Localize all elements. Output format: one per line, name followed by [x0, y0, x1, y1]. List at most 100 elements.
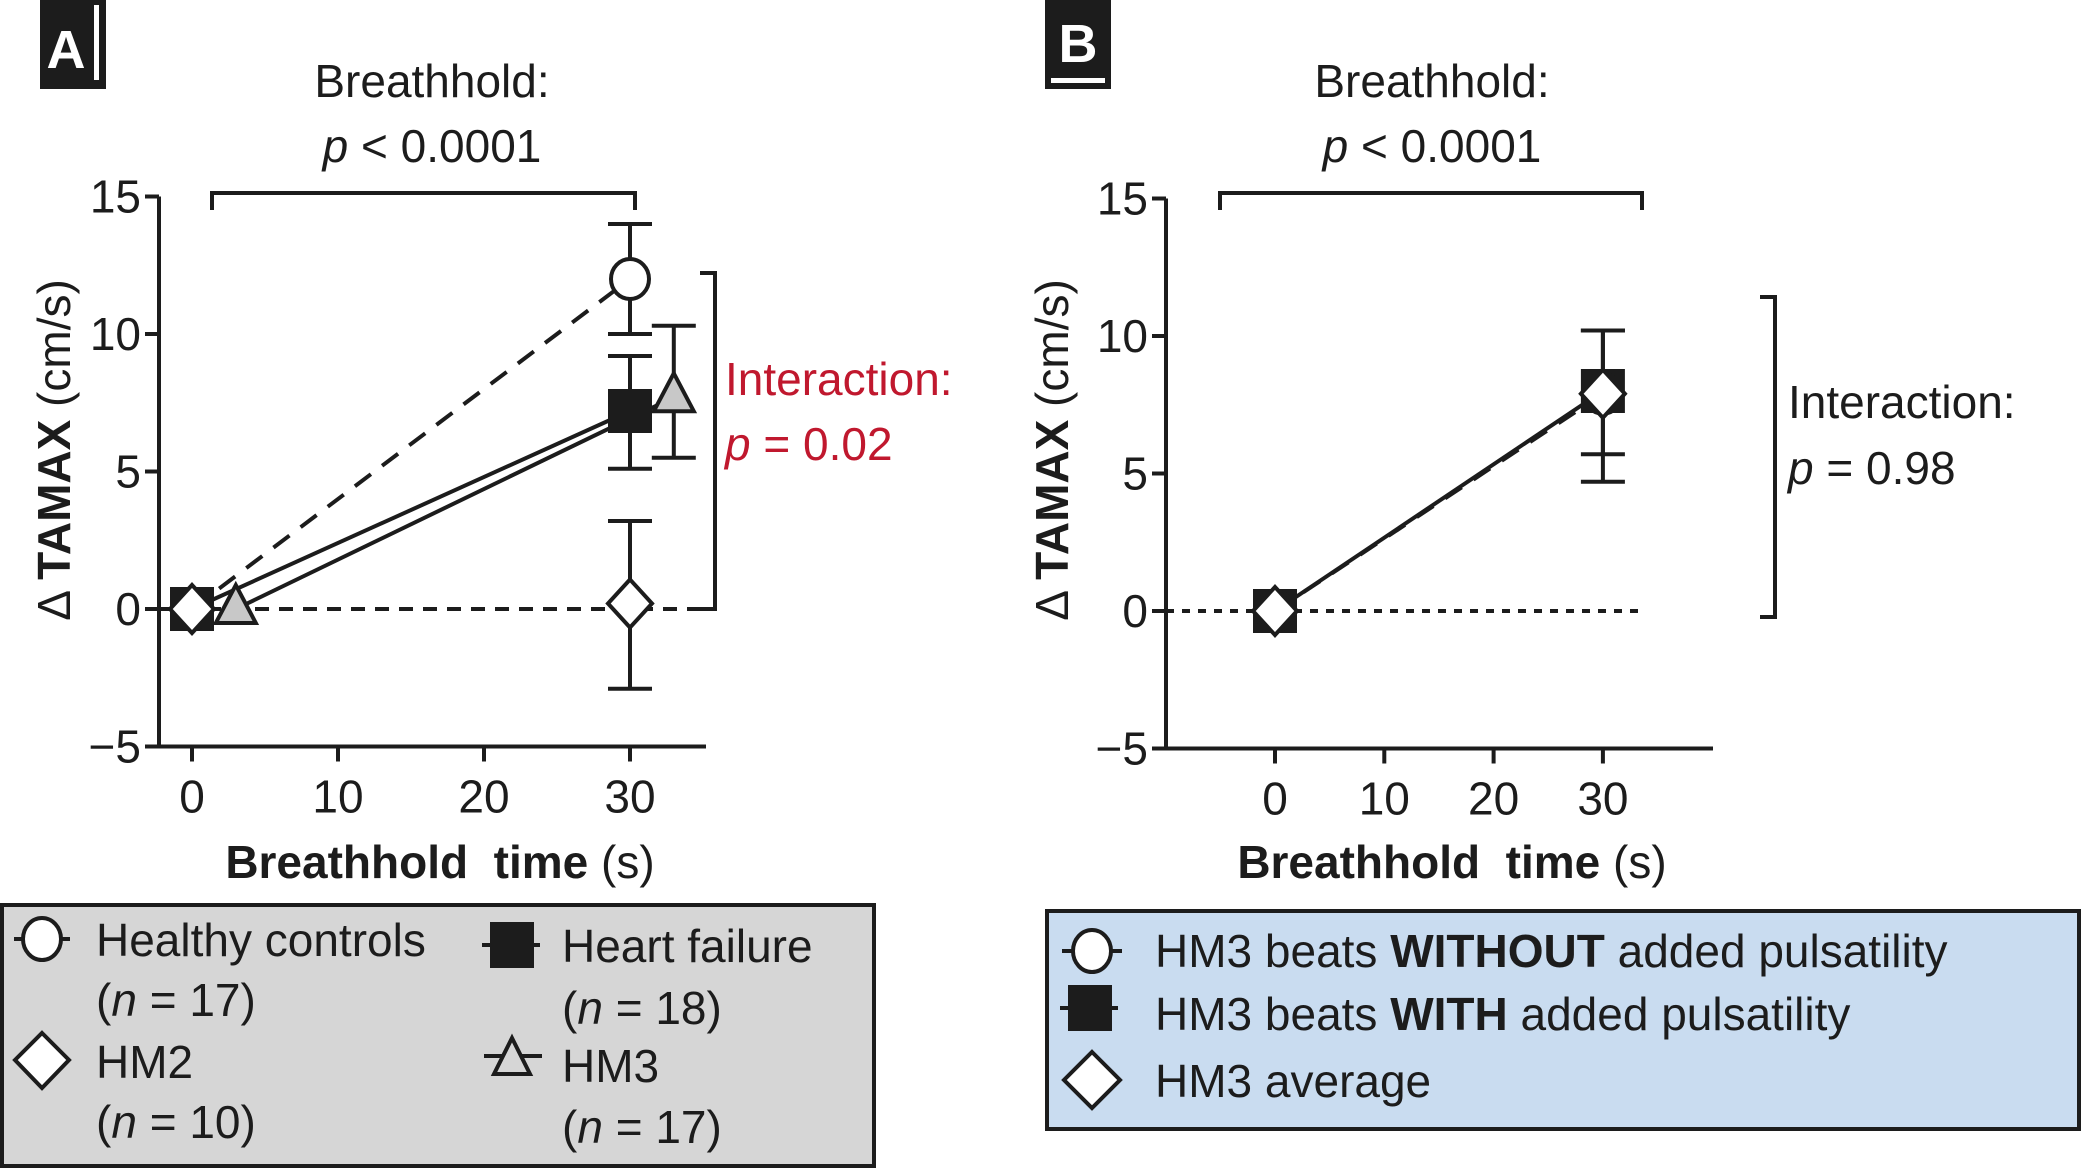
y-tick-label: −5	[89, 721, 141, 773]
legend-item-heart-failure: Heart failure (n = 18)	[482, 920, 813, 1034]
interaction-bracket-b	[1760, 295, 1777, 619]
interaction-p-a: p = 0.02	[723, 418, 893, 470]
p-var: p	[321, 120, 349, 172]
y-axis-title-b: Δ TAMAX (cm/s)	[1026, 279, 1078, 621]
interaction-p-b: p = 0.98	[1786, 442, 1956, 494]
y-axis-title-unit: (cm/s)	[28, 279, 80, 420]
y-tick-label: 0	[1122, 585, 1148, 637]
legend-label: HM3 beats WITHOUT added pulsatility	[1155, 925, 1948, 977]
legend-n: (n = 17)	[562, 1101, 722, 1153]
square-marker-icon	[1060, 985, 1118, 1031]
diamond-marker	[1250, 584, 1300, 638]
legend-n: (n = 10)	[96, 1096, 256, 1148]
triangle-marker	[212, 580, 260, 625]
label-bold: WITH	[1390, 988, 1508, 1040]
legend-item-with-pulsatility: HM3 beats WITH added pulsatility	[1060, 985, 1850, 1040]
breathhold-title-a: Breathhold:	[314, 55, 549, 107]
p-value: < 0.0001	[348, 120, 541, 172]
n-value: = 10)	[137, 1096, 256, 1148]
axes-a: −5 0 5 10 15 0 10 20 30	[89, 171, 706, 823]
panel-label-b-text: B	[1059, 14, 1098, 74]
paren: (	[96, 1096, 112, 1148]
x-tick-label: 20	[1468, 773, 1519, 825]
n-var: n	[577, 982, 603, 1034]
paren: (	[96, 974, 112, 1026]
y-tick-label: 10	[1097, 310, 1148, 362]
series-line	[1273, 389, 1605, 613]
x-tick-label: 10	[312, 771, 363, 823]
label-bold: WITHOUT	[1390, 925, 1605, 977]
series-line	[191, 409, 631, 611]
p-var: p	[1321, 120, 1349, 172]
diamond-marker-icon	[12, 1030, 72, 1091]
circle-marker-icon	[1062, 928, 1122, 974]
legend-item-without-pulsatility: HM3 beats WITHOUT added pulsatility	[1062, 925, 1948, 977]
y-axis-title-unit: (cm/s)	[1026, 279, 1078, 420]
legend-item-healthy-controls: Healthy controls (n = 17)	[14, 914, 426, 1026]
x-axis-title-bold: Breathhold time	[1237, 836, 1600, 888]
y-tick-label: 5	[1122, 448, 1148, 500]
legend-label: HM3 beats WITH added pulsatility	[1155, 988, 1850, 1040]
breathhold-title-b: Breathhold:	[1314, 55, 1549, 107]
triangle-marker	[650, 368, 698, 414]
n-var: n	[111, 974, 137, 1026]
p-value: = 0.02	[751, 418, 893, 470]
y-axis-title-bold: TAMAX	[1026, 419, 1078, 579]
panel-b: B Breathhold: p < 0.0001 Δ TAMAX (cm/s) …	[1026, 0, 2081, 1131]
legend-label: HM3	[562, 1040, 659, 1092]
label-post: added pulsatility	[1508, 988, 1851, 1040]
breathhold-p-a: p < 0.0001	[321, 120, 542, 172]
interaction-bracket-a	[700, 271, 717, 611]
legend-label: HM3 average	[1155, 1055, 1431, 1107]
legend-n: (n = 18)	[562, 982, 722, 1034]
legend-label: Healthy controls	[96, 914, 426, 966]
legend-n: (n = 17)	[96, 974, 256, 1026]
x-tick-label: 30	[604, 771, 655, 823]
panel-a: A Breathhold: p < 0.0001 Δ TAMAX (cm/s) …	[0, 0, 953, 1168]
x-tick-label: 10	[1359, 773, 1410, 825]
x-axis-title-bold: Breathhold time	[225, 836, 588, 888]
label-post: added pulsatility	[1605, 925, 1948, 977]
n-value: = 17)	[137, 974, 256, 1026]
x-axis-title-b: Breathhold time (s)	[1237, 836, 1666, 888]
x-tick-label: 30	[1577, 773, 1628, 825]
paren: (	[562, 982, 578, 1034]
marks-a	[167, 222, 698, 691]
delta-symbol: Δ	[28, 580, 80, 621]
series-line	[190, 277, 632, 611]
legend-label: Heart failure	[562, 920, 813, 972]
legend-b: HM3 beats WITHOUT added pulsatility HM3 …	[1045, 909, 2081, 1131]
triangle-marker-icon	[484, 1033, 542, 1076]
y-axis-title-bold: TAMAX	[28, 419, 80, 579]
paren: (	[562, 1101, 578, 1153]
marks-b	[1250, 328, 1628, 638]
interaction-label-b: Interaction:	[1788, 376, 2016, 428]
label-pre: HM3 beats	[1155, 925, 1390, 977]
legend-label: HM2	[96, 1036, 193, 1088]
n-value: = 18)	[603, 982, 722, 1034]
panel-label-a-text: A	[47, 20, 86, 80]
y-tick-label: 15	[90, 171, 141, 223]
series-line	[234, 395, 675, 611]
legend-item-hm3-average: HM3 average	[1061, 1049, 1431, 1111]
x-tick-label: 20	[458, 771, 509, 823]
n-var: n	[111, 1096, 137, 1148]
y-tick-label: −5	[1096, 723, 1148, 775]
label-pre: HM3 beats	[1155, 988, 1390, 1040]
y-tick-label: 5	[115, 446, 141, 498]
square-marker	[608, 389, 652, 433]
circle-marker-icon	[14, 916, 70, 962]
diamond-marker	[1578, 366, 1628, 421]
x-axis-title-a: Breathhold time (s)	[225, 836, 654, 888]
p-var: p	[723, 418, 751, 470]
diamond-marker-icon	[1061, 1049, 1123, 1111]
legend-item-hm2: HM2 (n = 10)	[12, 1030, 256, 1148]
panel-label-b: B	[1045, 0, 1111, 89]
legend-a: Healthy controls (n = 17) Heart failure …	[0, 903, 876, 1168]
p-value: = 0.98	[1814, 442, 1956, 494]
x-tick-label: 0	[179, 771, 205, 823]
y-tick-label: 0	[115, 583, 141, 635]
breathhold-bracket-a	[210, 191, 637, 210]
label-pre: HM3 average	[1155, 1055, 1431, 1107]
